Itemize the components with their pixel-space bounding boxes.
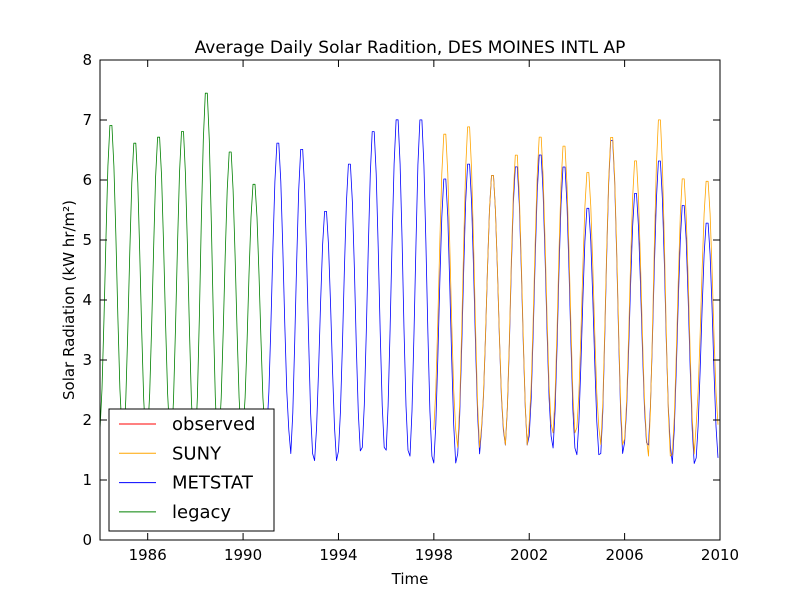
y-tick-label: 8 [82, 51, 92, 69]
y-tick-label: 1 [82, 471, 92, 489]
legend-label-legacy: legacy [172, 502, 231, 523]
y-tick-label: 0 [82, 531, 92, 549]
legend: observed SUNY METSTAT legacy [108, 408, 275, 532]
x-tick-label: 1994 [319, 546, 357, 564]
y-tick-label: 3 [82, 351, 92, 369]
legend-label-suny: SUNY [172, 443, 222, 464]
x-tick-label: 2006 [606, 546, 644, 564]
y-axis-ticks: 0 1 2 3 4 5 6 7 8 [82, 51, 720, 549]
x-axis-ticks: 1986 1990 1994 1998 2002 2006 2010 [129, 60, 739, 564]
legend-label-observed: observed [172, 414, 255, 435]
y-tick-label: 6 [82, 171, 92, 189]
x-tick-label: 2010 [701, 546, 739, 564]
plot-lines [99, 92, 719, 464]
chart-title: Average Daily Solar Radition, DES MOINES… [195, 38, 626, 58]
x-tick-label: 1986 [129, 546, 167, 564]
y-axis-label: Solar Radiation (kW hr/m²) [60, 200, 78, 400]
x-axis-label: Time [391, 570, 429, 588]
y-tick-label: 4 [82, 291, 92, 309]
series-line-suny [433, 119, 719, 457]
legend-label-metstat: METSTAT [172, 473, 254, 494]
x-tick-label: 1990 [224, 546, 262, 564]
legend-box [108, 408, 275, 532]
series-line-legacy [99, 92, 266, 445]
y-tick-label: 7 [82, 111, 92, 129]
y-tick-label: 2 [82, 411, 92, 429]
y-tick-label: 5 [82, 231, 92, 249]
x-tick-label: 2002 [510, 546, 548, 564]
x-tick-label: 1998 [415, 546, 453, 564]
